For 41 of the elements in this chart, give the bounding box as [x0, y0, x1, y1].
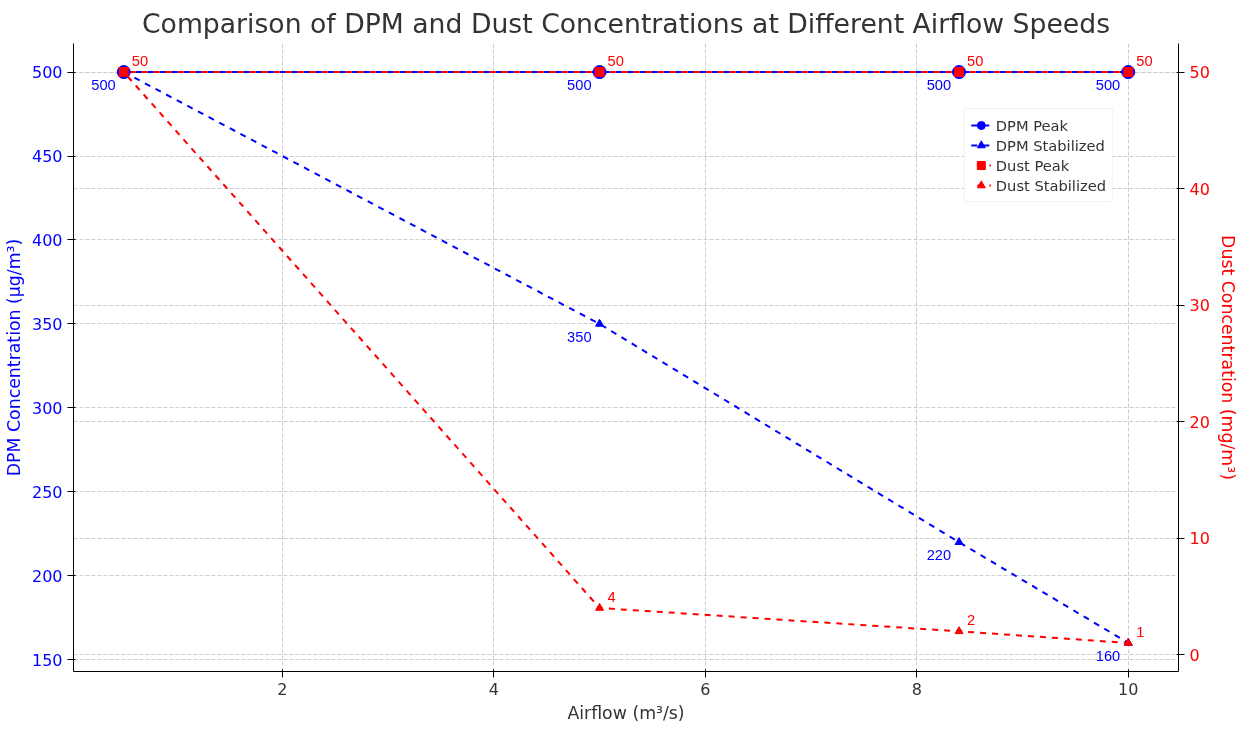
x-tick-label: 6 — [700, 679, 711, 699]
y2-tick-label: 10 — [1189, 529, 1210, 549]
data-label: 500 — [567, 77, 592, 94]
data-label: 50 — [1136, 53, 1153, 70]
y-tick-label: 300 — [31, 398, 63, 418]
data-label: 50 — [131, 53, 149, 70]
y-tick-label: 150 — [31, 650, 63, 670]
x-axis-title: Airflow (m³/s) — [567, 702, 685, 723]
y2-tick-label: 0 — [1189, 645, 1200, 665]
y-tick-label: 400 — [31, 230, 63, 250]
y-tick-label: 350 — [31, 314, 63, 334]
data-label: 2 — [967, 612, 976, 629]
x-tick-label: 4 — [488, 679, 499, 699]
data-label: 1 — [1136, 623, 1145, 640]
y2-tick-label: 20 — [1189, 412, 1210, 432]
y-tick-label: 250 — [31, 482, 63, 502]
data-label: 50 — [607, 53, 624, 70]
legend-label: Dust Peak — [995, 156, 1070, 174]
y2-tick-label: 50 — [1189, 63, 1210, 83]
data-label: 500 — [926, 77, 952, 94]
data-label: 160 — [1095, 647, 1121, 664]
x-tick-label: 8 — [911, 679, 922, 699]
legend-label: DPM Peak — [995, 116, 1069, 134]
y-tick-label: 450 — [31, 147, 63, 166]
y2-tick-label: 30 — [1189, 296, 1210, 316]
data-label: 50 — [967, 53, 984, 70]
chart-title: Comparison of DPM and Dust Concentrations at Different Airflow Speeds — [141, 7, 1111, 39]
data-label: 4 — [607, 589, 616, 605]
x-tick-label: 2 — [277, 679, 288, 699]
y-tick-label: 500 — [31, 63, 63, 83]
y-axis-title: DPM Concentration (µg/m³) — [3, 238, 24, 477]
x-tick-label: 10 — [1118, 679, 1139, 699]
data-label: 350 — [567, 328, 592, 345]
legend-label: DPM Stabilized — [995, 136, 1105, 154]
y2-tick-label: 40 — [1189, 179, 1210, 199]
data-label: 220 — [926, 547, 952, 564]
y-tick-label: 200 — [31, 566, 63, 586]
data-label: 500 — [1095, 77, 1121, 94]
data-label: 500 — [91, 77, 116, 94]
y2-axis-title: Dust Concentration (mg/m³) — [1217, 235, 1238, 480]
legend-label: Dust Stabilized — [995, 176, 1106, 194]
